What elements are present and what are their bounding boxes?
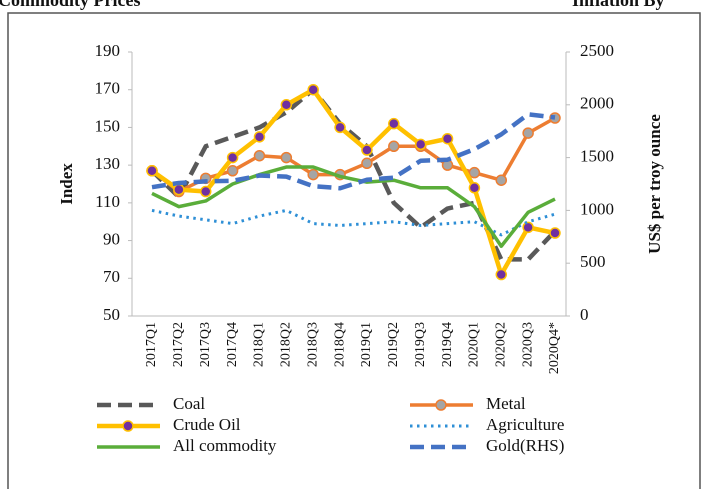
y2-tick-label: 500 <box>580 252 606 271</box>
legend-label: Agriculture <box>486 415 564 434</box>
series-marker <box>280 151 293 164</box>
x-tick-label: 2019Q3 <box>413 322 428 367</box>
x-tick-label: 2018Q1 <box>252 322 267 367</box>
series-marker <box>253 131 266 143</box>
x-tick-label: 2019Q1 <box>359 322 374 367</box>
series-marker <box>388 117 400 130</box>
frame <box>7 12 701 489</box>
legend-marker <box>122 420 134 432</box>
series-marker <box>495 174 508 186</box>
series-marker <box>226 151 239 164</box>
series-marker <box>253 149 266 162</box>
legend-marker <box>435 399 447 411</box>
series-marker <box>361 144 373 156</box>
y-axis-title: Index <box>57 163 76 205</box>
x-tick-label: 2017Q4 <box>225 322 240 367</box>
y2-tick-label: 0 <box>580 305 589 324</box>
y-tick-label: 110 <box>95 192 120 211</box>
y-tick-label: 170 <box>95 79 121 98</box>
legend-label: Gold(RHS) <box>486 436 564 455</box>
series-marker <box>361 157 373 170</box>
y2-axis-title: US$ per troy ounce <box>645 114 664 254</box>
x-tick-label: 2020Q4* <box>547 322 562 374</box>
series-marker <box>441 132 454 145</box>
y2-tick-label: 2500 <box>580 41 614 60</box>
series-marker <box>146 165 158 177</box>
y2-tick-label: 1000 <box>580 199 614 218</box>
series-marker <box>549 227 561 239</box>
series-marker <box>307 83 319 96</box>
y-tick-label: 190 <box>95 41 121 60</box>
header-right: Inflation By <box>572 0 665 10</box>
y-tick-label: 130 <box>95 154 121 173</box>
x-tick-label: 2017Q1 <box>144 322 159 367</box>
y2-tick-label: 1500 <box>580 147 614 166</box>
legend-label: Coal <box>173 394 205 413</box>
series-marker <box>173 183 185 196</box>
series-marker <box>199 185 212 198</box>
x-tick-label: 2020Q3 <box>520 322 535 367</box>
x-tick-label: 2017Q3 <box>198 322 213 367</box>
series-marker <box>468 166 481 179</box>
series-line <box>150 87 556 277</box>
series-line <box>151 208 556 237</box>
series-line <box>151 165 556 248</box>
series-marker <box>468 182 481 194</box>
y-tick-label: 150 <box>95 116 121 135</box>
x-tick-label: 2019Q4 <box>440 322 455 367</box>
legend-label: Crude Oil <box>173 415 241 434</box>
series-marker <box>388 140 400 153</box>
series-marker <box>307 168 319 181</box>
x-tick-label: 2017Q2 <box>171 322 186 367</box>
legend-label: Metal <box>486 394 526 413</box>
series-marker <box>522 127 534 139</box>
legend-label: All commodity <box>173 436 277 455</box>
x-tick-label: 2019Q2 <box>386 322 401 367</box>
series-marker <box>522 221 534 234</box>
series-marker <box>414 138 427 151</box>
x-tick-label: 2020Q1 <box>467 322 482 367</box>
y-tick-label: 70 <box>103 267 120 286</box>
x-tick-label: 2018Q2 <box>279 322 294 367</box>
x-tick-label: 2018Q3 <box>305 322 320 367</box>
x-tick-label: 2020Q2 <box>493 322 508 367</box>
y-tick-label: 90 <box>103 229 120 248</box>
series-marker <box>280 99 293 111</box>
series-marker <box>495 268 508 281</box>
x-tick-label: 2018Q4 <box>332 322 347 367</box>
series-marker <box>334 121 346 134</box>
series-line <box>151 112 556 191</box>
header-left: Commodity Prices <box>0 0 140 10</box>
y-tick-label: 50 <box>103 305 120 324</box>
series-marker <box>226 165 239 177</box>
y2-tick-label: 2000 <box>580 94 614 113</box>
